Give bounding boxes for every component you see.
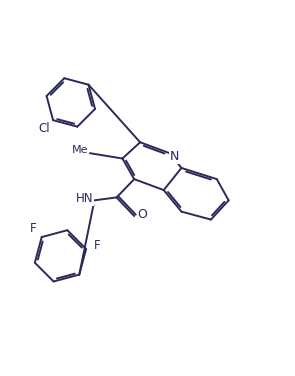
Text: O: O bbox=[137, 208, 148, 221]
Text: F: F bbox=[30, 222, 37, 235]
Text: HN: HN bbox=[76, 193, 94, 205]
Text: N: N bbox=[170, 150, 179, 163]
Text: F: F bbox=[94, 240, 101, 252]
Text: Me: Me bbox=[72, 145, 89, 155]
Text: Cl: Cl bbox=[38, 123, 50, 135]
